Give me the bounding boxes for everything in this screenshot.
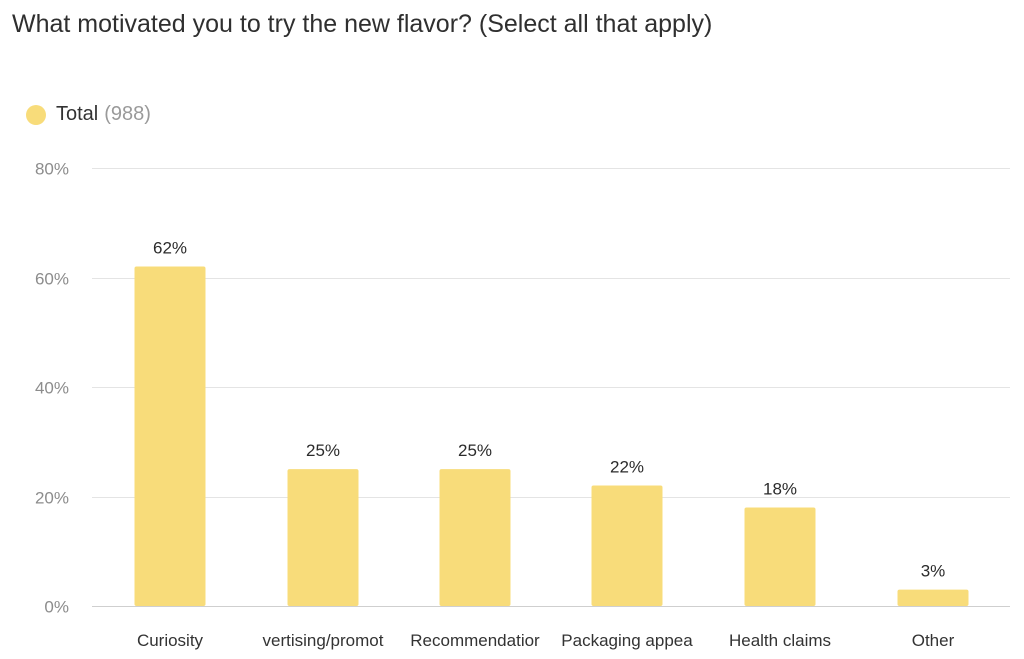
legend-count: (988) <box>104 103 151 125</box>
data-label: 62% <box>153 239 187 258</box>
bar <box>287 469 359 606</box>
data-label: 25% <box>458 441 492 460</box>
bar <box>591 485 663 606</box>
y-tick-label: 80% <box>35 160 69 179</box>
bar <box>897 589 969 606</box>
chart-title: What motivated you to try the new flavor… <box>12 10 713 38</box>
bar <box>134 266 206 606</box>
y-tick-label: 40% <box>35 379 69 398</box>
data-label: 22% <box>610 458 644 477</box>
data-label: 25% <box>306 441 340 460</box>
y-tick-label: 0% <box>44 598 69 617</box>
x-tick-label: Recommendatior <box>410 631 540 650</box>
x-tick-label: Other <box>912 631 955 650</box>
x-tick-label: Packaging appea <box>561 631 693 650</box>
legend-swatch <box>26 104 46 125</box>
legend-label: Total <box>56 103 99 125</box>
x-tick-label: Curiosity <box>137 631 204 650</box>
bar <box>439 469 511 606</box>
y-tick-label: 60% <box>35 270 69 289</box>
bar <box>744 507 816 606</box>
y-tick-label: 20% <box>35 489 69 508</box>
data-label: 3% <box>921 562 946 581</box>
data-label: 18% <box>763 479 797 498</box>
x-tick-label: Health claims <box>729 631 831 650</box>
legend: Total (988) <box>26 103 151 126</box>
x-tick-label: vertising/promot <box>263 631 384 650</box>
